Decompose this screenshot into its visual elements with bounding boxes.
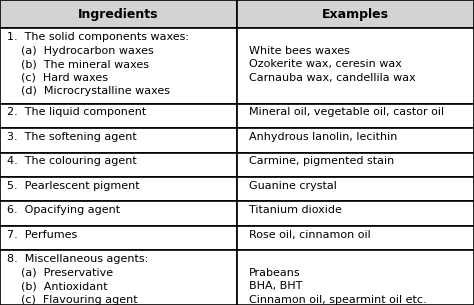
Text: Examples: Examples — [322, 8, 389, 21]
Bar — [0, 28, 237, 104]
Text: 8.  Miscellaneous agents:
    (a)  Preservative
    (b)  Antioxidant
    (c)  Fl: 8. Miscellaneous agents: (a) Preservativ… — [7, 254, 148, 305]
Text: Rose oil, cinnamon oil: Rose oil, cinnamon oil — [249, 230, 371, 240]
Bar — [0, 152, 237, 177]
Text: Anhydrous lanolin, lecithin: Anhydrous lanolin, lecithin — [249, 132, 397, 142]
Text: Titanium dioxide: Titanium dioxide — [249, 205, 342, 215]
Text: 2.  The liquid component: 2. The liquid component — [7, 107, 146, 117]
Text: Prabeans
BHA, BHT
Cinnamon oil, spearmint oil etc.: Prabeans BHA, BHT Cinnamon oil, spearmin… — [249, 254, 427, 305]
Bar — [237, 250, 474, 305]
Bar — [237, 226, 474, 250]
Text: 3.  The softening agent: 3. The softening agent — [7, 132, 137, 142]
Text: 5.  Pearlescent pigment: 5. Pearlescent pigment — [7, 181, 140, 191]
Bar — [0, 177, 237, 201]
Bar — [0, 201, 237, 226]
Text: Carmine, pigmented stain: Carmine, pigmented stain — [249, 156, 394, 166]
Bar — [0, 104, 237, 128]
Bar — [237, 177, 474, 201]
Bar — [0, 250, 237, 305]
Bar — [0, 226, 237, 250]
Text: 1.  The solid components waxes:
    (a)  Hydrocarbon waxes
    (b)  The mineral : 1. The solid components waxes: (a) Hydro… — [7, 32, 189, 96]
Text: 6.  Opacifying agent: 6. Opacifying agent — [7, 205, 120, 215]
Bar — [0, 0, 237, 28]
Text: 4.  The colouring agent: 4. The colouring agent — [7, 156, 137, 166]
Bar — [237, 152, 474, 177]
Bar — [237, 201, 474, 226]
Text: 7.  Perfumes: 7. Perfumes — [7, 230, 77, 240]
Bar — [237, 104, 474, 128]
Bar — [237, 28, 474, 104]
Text: Mineral oil, vegetable oil, castor oil: Mineral oil, vegetable oil, castor oil — [249, 107, 444, 117]
Bar — [237, 128, 474, 152]
Text: White bees waxes
Ozokerite wax, ceresin wax
Carnauba wax, candellila wax: White bees waxes Ozokerite wax, ceresin … — [249, 32, 416, 96]
Bar — [237, 0, 474, 28]
Text: Ingredients: Ingredients — [78, 8, 159, 21]
Text: Guanine crystal: Guanine crystal — [249, 181, 337, 191]
Bar — [0, 128, 237, 152]
